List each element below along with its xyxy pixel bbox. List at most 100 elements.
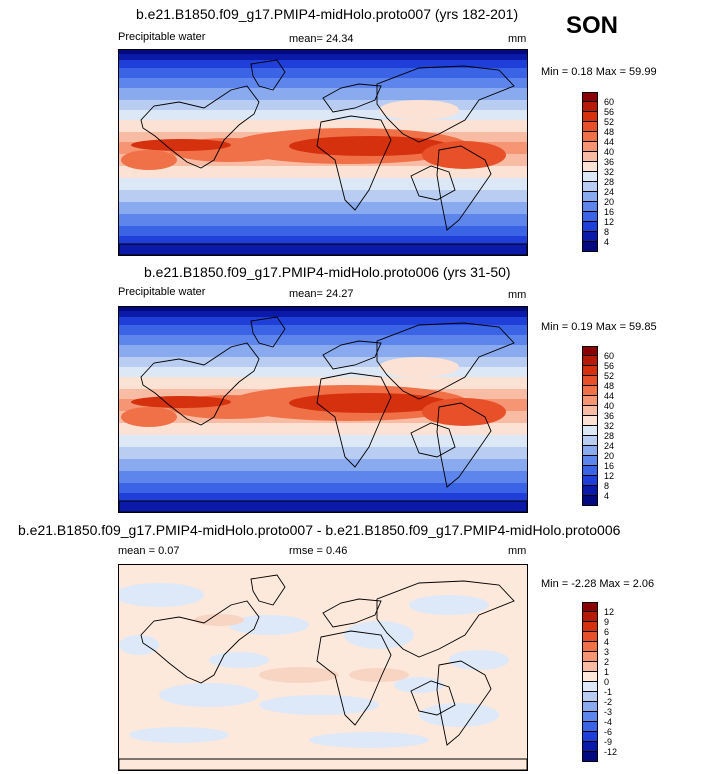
coastline [250, 316, 286, 348]
colorbar-label: -6 [604, 727, 613, 737]
coastline [119, 243, 527, 255]
colorbar-box [582, 416, 598, 426]
colorbar-box [582, 172, 598, 182]
diff-blob-warm [259, 667, 339, 683]
zonal-band [119, 120, 527, 132]
zonal-band [119, 214, 527, 226]
colorbar-box [582, 242, 598, 252]
colorbar-label: -4 [604, 717, 613, 727]
coastline [410, 422, 456, 458]
colorbar-label: 32 [604, 421, 615, 431]
warm-pool [121, 407, 177, 427]
colorbar-box [582, 396, 598, 406]
colorbar-label: 48 [604, 381, 615, 391]
zonal-band [119, 325, 527, 335]
colorbar-box [582, 652, 598, 662]
colorbar-box [582, 122, 598, 132]
colorbar-label: 0 [604, 677, 610, 687]
colorbar-label: 44 [604, 137, 615, 147]
colorbar-box [582, 712, 598, 722]
panel2-minmax: Min = 0.19 Max = 59.85 [541, 321, 657, 333]
diff-blob [449, 650, 509, 670]
colorbar-label: 4 [604, 491, 610, 501]
colorbar-box [582, 152, 598, 162]
zonal-band [119, 377, 527, 389]
coastline [410, 165, 456, 201]
colorbar-box [582, 682, 598, 692]
zonal-band [119, 471, 527, 483]
coastline [322, 340, 382, 370]
diff-blob [159, 683, 259, 707]
warm-pool [121, 150, 177, 170]
panel3-colorbar: 12 9 6 4 3 2 1 0 -1 -2 -3 -4 -6 -9 -12 [582, 602, 617, 762]
colorbar-label: 8 [604, 481, 610, 491]
colorbar-label: 56 [604, 107, 615, 117]
diff-blob [419, 703, 499, 727]
diff-blob [129, 727, 229, 743]
colorbar-box [582, 642, 598, 652]
colorbar-box [582, 436, 598, 446]
colorbar-box [582, 632, 598, 642]
colorbar-label: 1 [604, 667, 610, 677]
coastline [250, 574, 286, 606]
coastline [436, 402, 492, 488]
zonal-band [119, 311, 527, 317]
colorbar-box [582, 356, 598, 366]
colorbar-label: 52 [604, 371, 615, 381]
panel3-mean-label: mean = 0.07 [118, 545, 180, 557]
zonal-band [119, 501, 527, 512]
diff-blob [259, 695, 379, 715]
coastline [140, 342, 260, 426]
panel2-colorbar: 60 56 52 48 44 40 36 32 28 24 20 16 12 8 4 [582, 346, 614, 506]
colorbar-box [582, 496, 598, 506]
zonal-band [119, 459, 527, 471]
colorbar-box [582, 752, 598, 762]
panel2-map-svg [119, 307, 527, 512]
diff-blob-warm [349, 668, 409, 682]
panel1-variable-label: Precipitable water [118, 31, 206, 43]
panel1-mean-label: mean= 24.34 [289, 33, 354, 45]
coastline [376, 322, 515, 400]
coastline [119, 758, 527, 770]
panel2-title: b.e21.B1850.f09_g17.PMIP4-midHolo.proto0… [144, 264, 511, 280]
colorbar-box [582, 112, 598, 122]
coastline [322, 598, 382, 628]
colorbar-box [582, 346, 598, 356]
colorbar-label: 12 [604, 471, 615, 481]
colorbar-box [582, 202, 598, 212]
colorbar-label: 32 [604, 167, 615, 177]
colorbar-label: 3 [604, 647, 610, 657]
zonal-band [119, 190, 527, 202]
zonal-band [119, 244, 527, 255]
colorbar-label: -9 [604, 737, 613, 747]
zonal-band [119, 68, 527, 78]
colorbar-box [582, 212, 598, 222]
colorbar-box [582, 132, 598, 142]
colorbar-label: 36 [604, 411, 615, 421]
colorbar-box [582, 366, 598, 376]
colorbar-label: 16 [604, 207, 615, 217]
colorbar-label: 16 [604, 461, 615, 471]
panel3-units: mm [508, 545, 527, 557]
colorbar-label: 12 [604, 607, 615, 617]
panel3-map [118, 564, 528, 771]
panel2-mean-label: mean= 24.27 [289, 288, 354, 300]
colorbar-box [582, 232, 598, 242]
colorbar-box [582, 192, 598, 202]
coastline [316, 630, 392, 726]
coastline [410, 680, 456, 716]
colorbar-label: 44 [604, 391, 615, 401]
colorbar-box [582, 406, 598, 416]
colorbar-box [582, 612, 598, 622]
colorbar-label: 28 [604, 177, 615, 187]
zonal-band [119, 100, 527, 110]
panel1-minmax: Min = 0.18 Max = 59.99 [541, 66, 657, 78]
coastline [316, 372, 392, 468]
colorbar-box [582, 466, 598, 476]
panel2-map [118, 306, 528, 513]
colorbar-label: 48 [604, 127, 615, 137]
zonal-band [119, 435, 527, 447]
colorbar-box [582, 456, 598, 466]
warm-pool [422, 398, 506, 426]
colorbar-box [582, 446, 598, 456]
